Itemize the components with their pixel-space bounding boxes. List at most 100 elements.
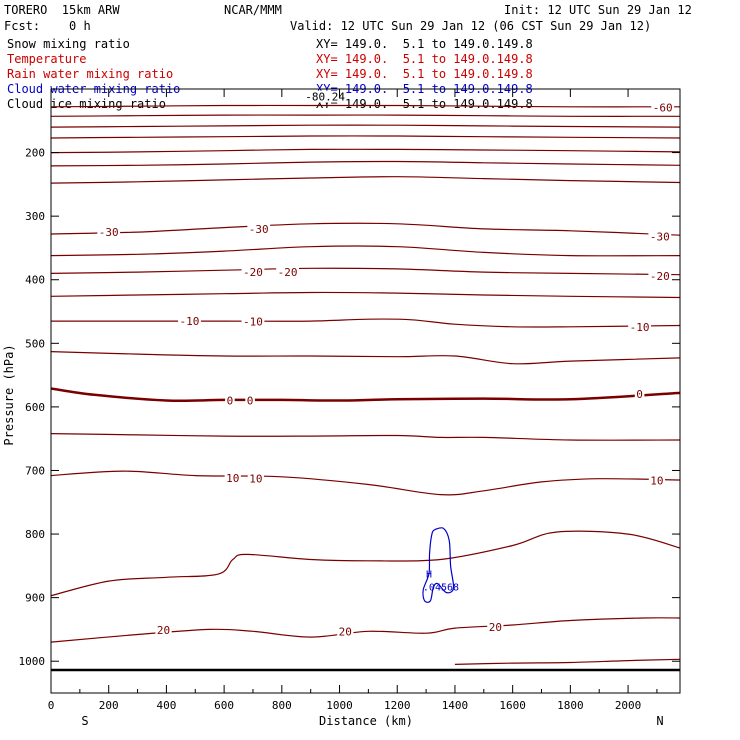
contour-label: -10: [630, 321, 650, 334]
isotherm-10: [50, 470, 681, 496]
contour-label-bg: [245, 394, 255, 407]
x-tick-label: 200: [99, 699, 119, 712]
forecast-hour: Fcst: 0 h: [4, 19, 91, 33]
contour-label: -30: [99, 226, 119, 239]
plot-frame: [50, 88, 681, 694]
cloud-water-outline: [422, 527, 455, 603]
field-xy-temperature: XY= 149.0. 5.1 to 149.0.149.8: [316, 52, 533, 66]
cloud-water-max-label: H: [426, 569, 432, 580]
isotherm-minus-30: [50, 222, 681, 236]
contour-label-bg: [648, 269, 672, 282]
contour-label-bg: [241, 266, 265, 279]
x-tick-label: 600: [214, 699, 234, 712]
contour-label-bg: [224, 472, 241, 485]
init-time: Init: 12 UTC Sun 29 Jan 12: [504, 3, 692, 17]
field-name-snow: Snow mixing ratio: [7, 37, 130, 51]
cloud-water-contour: H .04568: [422, 527, 459, 603]
isotherm-15: [50, 530, 681, 597]
contour-label: -30: [650, 231, 670, 244]
contour-label-bg: [247, 472, 264, 485]
isotherm-minus-20: [50, 267, 681, 276]
x-tick-label: 1400: [442, 699, 469, 712]
contour-label: 20: [339, 625, 352, 638]
contour-label-bg: [648, 474, 666, 487]
field-name-cloud-ice: Cloud ice mixing ratio: [7, 97, 166, 111]
contour-label-bg: [634, 388, 645, 401]
contour-label-bg: [628, 320, 652, 333]
isotherm-minus-55: [50, 114, 681, 117]
contour-label: -10: [243, 316, 263, 329]
contour-label: 10: [249, 473, 262, 486]
temperature-contours: [50, 104, 681, 665]
contour-label: 0: [227, 395, 234, 408]
isotherm-20: [50, 617, 681, 643]
contour-label-bg: [241, 315, 265, 328]
field-name-rain: Rain water mixing ratio: [7, 67, 174, 81]
contour-label-bg: [303, 90, 347, 103]
contour-label-bg: [648, 230, 672, 243]
field-xy-rain: XY= 149.0. 5.1 to 149.0.149.8: [316, 67, 533, 81]
cloud-water-max-value: .04568: [423, 582, 459, 593]
x-tick-label: 1800: [557, 699, 584, 712]
contour-label: 20: [489, 621, 502, 634]
x-tick-label: 800: [272, 699, 292, 712]
contour-label: -30: [249, 223, 269, 236]
isotherm-minus-45: [50, 135, 681, 139]
contour-label: -20: [243, 266, 263, 279]
y-tick-label: 700: [25, 464, 45, 477]
contour-label-bg: [178, 315, 201, 328]
contour-label: 0: [636, 388, 643, 401]
x-axis-ticks: 0 200 400 600 800 1000 1200 1400 1600 1800 2000: [48, 89, 658, 712]
field-name-temperature: Temperature: [7, 52, 87, 66]
contour-label-bg: [651, 101, 675, 114]
x-tick-label: 1000: [326, 699, 353, 712]
contour-label: 0: [247, 395, 254, 408]
isotherm-minus-15: [50, 291, 681, 299]
x-tick-label: 400: [156, 699, 176, 712]
contour-label: -10: [180, 315, 200, 328]
isotherm-minus-40: [50, 148, 681, 154]
field-xy-snow: XY= 149.0. 5.1 to 149.0.149.8: [316, 37, 533, 51]
north-label: N: [656, 714, 663, 728]
valid-time: Valid: 12 UTC Sun 29 Jan 12 (06 CST Sun …: [290, 19, 652, 33]
isotherm-minus-35: [50, 176, 681, 184]
contour-label-bg: [225, 394, 235, 407]
contour-label: -20: [650, 270, 670, 283]
contour-label: -60: [653, 101, 673, 114]
y-tick-label: 1000: [19, 655, 46, 668]
isotherm-minus-10: [50, 318, 681, 328]
y-tick-label: 300: [25, 210, 45, 223]
y-tick-label: 200: [25, 147, 45, 160]
x-tick-label: 0: [48, 699, 55, 712]
y-tick-label: 800: [25, 528, 45, 541]
contour-label-bg: [97, 226, 121, 239]
isotherm-minus-25: [50, 245, 681, 257]
contour-labels: -60-30 -30-30-20 -20 -20-10 -10 -100 0 010 10 102…: [97, 90, 675, 638]
x-tick-label: 1200: [384, 699, 411, 712]
isotherm-minus-38: [50, 160, 681, 167]
contour-label: 10: [226, 472, 239, 485]
y-axis-label: Pressure (hPa): [2, 344, 16, 445]
isotherm-0: [50, 387, 681, 403]
contour-label: 20: [157, 624, 170, 637]
y-tick-label: 400: [25, 274, 45, 287]
model-title: TORERO 15km ARW: [4, 3, 120, 17]
contour-label-bg: [155, 624, 172, 637]
contour-label-bg: [276, 266, 299, 279]
isotherm-5: [50, 433, 681, 441]
x-axis-label: Distance (km): [319, 714, 413, 728]
isotherm-minus-50: [50, 124, 681, 128]
contour-label: 10: [650, 475, 663, 488]
contour-label-bg: [337, 625, 354, 638]
isotherm-25: [454, 658, 681, 665]
contour-label: -80.24: [305, 91, 345, 104]
contour-label-bg: [247, 222, 271, 235]
center-title: NCAR/MMM: [224, 3, 282, 17]
contour-label-bg: [487, 620, 504, 633]
x-tick-label: 1600: [499, 699, 526, 712]
isotherm-minus-5: [50, 351, 681, 365]
y-tick-label: 500: [25, 337, 45, 350]
south-label: S: [81, 714, 88, 728]
